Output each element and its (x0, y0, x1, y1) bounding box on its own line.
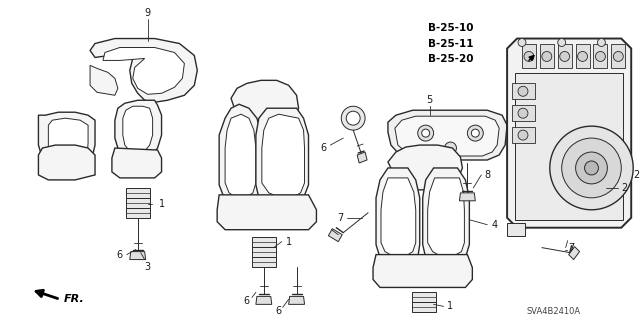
Polygon shape (38, 112, 95, 174)
Text: 1: 1 (159, 199, 164, 209)
Polygon shape (388, 110, 507, 160)
Circle shape (346, 111, 360, 125)
Polygon shape (49, 118, 88, 167)
Polygon shape (373, 255, 472, 287)
Polygon shape (540, 43, 554, 68)
Polygon shape (381, 178, 416, 256)
Polygon shape (515, 73, 623, 220)
Polygon shape (575, 43, 589, 68)
Polygon shape (422, 168, 469, 268)
Polygon shape (388, 145, 463, 190)
Text: 6: 6 (243, 296, 249, 306)
Text: 1: 1 (447, 301, 454, 311)
Text: 6: 6 (321, 143, 326, 153)
Polygon shape (593, 43, 607, 68)
Polygon shape (328, 229, 342, 241)
Circle shape (422, 129, 429, 137)
Polygon shape (252, 256, 276, 267)
Polygon shape (256, 296, 272, 304)
Circle shape (518, 39, 526, 47)
Circle shape (557, 39, 566, 47)
Polygon shape (376, 168, 420, 268)
Text: 9: 9 (145, 8, 150, 18)
Polygon shape (38, 145, 95, 180)
Polygon shape (130, 252, 146, 260)
Circle shape (341, 106, 365, 130)
Polygon shape (256, 108, 308, 208)
Text: B-25-10: B-25-10 (428, 23, 473, 33)
Circle shape (577, 51, 588, 62)
Text: FR.: FR. (64, 294, 85, 304)
Text: B-25-20: B-25-20 (428, 55, 473, 64)
Text: 1: 1 (285, 237, 292, 247)
Polygon shape (103, 48, 184, 94)
Polygon shape (252, 237, 276, 247)
Circle shape (418, 125, 434, 141)
Circle shape (575, 152, 607, 184)
Polygon shape (126, 188, 150, 198)
Polygon shape (262, 114, 305, 198)
Polygon shape (412, 302, 436, 312)
Circle shape (445, 142, 456, 154)
Polygon shape (90, 65, 118, 95)
Polygon shape (225, 114, 256, 198)
Text: 6: 6 (116, 249, 123, 260)
Text: 3: 3 (145, 262, 150, 271)
Text: 5: 5 (426, 95, 433, 105)
Polygon shape (112, 148, 161, 178)
Polygon shape (357, 152, 367, 163)
Polygon shape (219, 104, 262, 208)
Circle shape (560, 51, 570, 62)
Text: 7: 7 (568, 243, 575, 253)
Polygon shape (611, 43, 625, 68)
Polygon shape (460, 193, 476, 201)
Polygon shape (231, 80, 299, 130)
Polygon shape (522, 43, 536, 68)
Polygon shape (126, 198, 150, 208)
Circle shape (518, 130, 528, 140)
Polygon shape (126, 208, 150, 218)
Polygon shape (289, 296, 305, 304)
Polygon shape (512, 127, 535, 143)
Circle shape (595, 51, 605, 62)
Circle shape (467, 125, 483, 141)
Polygon shape (569, 247, 580, 260)
Circle shape (562, 138, 621, 198)
Circle shape (518, 86, 528, 96)
Polygon shape (217, 195, 316, 230)
Text: 4: 4 (491, 220, 497, 230)
Text: B-25-11: B-25-11 (428, 39, 473, 48)
Circle shape (471, 129, 479, 137)
Polygon shape (428, 178, 465, 256)
Circle shape (584, 161, 598, 175)
Polygon shape (507, 223, 525, 236)
Polygon shape (512, 83, 535, 99)
Text: 2: 2 (621, 183, 627, 193)
Text: 2: 2 (633, 170, 639, 180)
Text: 6: 6 (276, 306, 282, 316)
Circle shape (542, 51, 552, 62)
Circle shape (613, 51, 623, 62)
Polygon shape (412, 293, 436, 302)
Polygon shape (512, 105, 535, 121)
Polygon shape (507, 39, 631, 228)
Polygon shape (395, 116, 499, 156)
Polygon shape (123, 106, 152, 153)
Polygon shape (115, 100, 161, 158)
Polygon shape (557, 43, 572, 68)
Circle shape (598, 39, 605, 47)
Text: SVA4B2410A: SVA4B2410A (527, 307, 581, 316)
Polygon shape (90, 39, 197, 102)
Text: 8: 8 (484, 170, 490, 180)
Circle shape (518, 108, 528, 118)
Circle shape (550, 126, 633, 210)
Circle shape (524, 51, 534, 62)
Text: 7: 7 (337, 213, 344, 223)
Polygon shape (252, 247, 276, 256)
